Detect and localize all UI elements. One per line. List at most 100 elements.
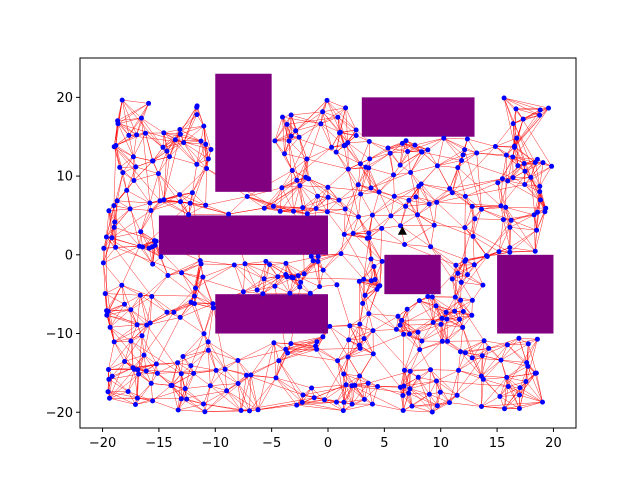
roadmap-node (346, 337, 352, 343)
roadmap-node (425, 294, 431, 299)
roadmap-node (287, 290, 293, 296)
roadmap-node (353, 133, 359, 138)
roadmap-node (542, 209, 548, 215)
roadmap-node (403, 138, 409, 144)
roadmap-node (540, 160, 546, 166)
roadmap-node (528, 174, 534, 180)
roadmap-node (415, 374, 421, 380)
roadmap-node (134, 322, 140, 328)
roadmap-node (115, 118, 121, 124)
roadmap-node (111, 203, 117, 209)
roadmap-node (388, 213, 394, 219)
roadmap-node (370, 328, 376, 334)
roadmap-node (349, 401, 355, 407)
roadmap-node (366, 139, 372, 144)
roadmap-node (260, 291, 266, 297)
roadmap-node (349, 383, 355, 389)
roadmap-node (272, 283, 278, 289)
roadmap-node (357, 321, 363, 327)
roadmap-node (358, 191, 364, 197)
roadmap-node (531, 212, 537, 218)
roadmap-node (182, 386, 188, 392)
roadmap-node (513, 106, 519, 112)
roadmap-node (134, 395, 140, 401)
roadmap-node (499, 176, 505, 182)
roadmap-node (447, 186, 453, 192)
roadmap-node (428, 244, 434, 250)
roadmap-node (470, 233, 476, 239)
roadmap-node (507, 224, 513, 230)
roadmap-node (104, 312, 110, 318)
roadmap-node (409, 403, 415, 409)
roadmap-node (341, 399, 347, 405)
roadmap-node (501, 95, 507, 101)
y-tick-label: 10 (56, 170, 73, 185)
y-tick-label: 20 (56, 91, 73, 106)
roadmap-node (133, 402, 138, 407)
roadmap-node (441, 135, 447, 141)
y-tick-label: 0 (65, 248, 73, 263)
roadmap-node (192, 293, 197, 299)
roadmap-node (484, 253, 489, 259)
roadmap-node (362, 292, 368, 298)
roadmap-node (205, 156, 211, 162)
roadmap-node (193, 285, 198, 291)
roadmap-node (387, 150, 393, 156)
roadmap-node (458, 349, 463, 355)
roadmap-node (318, 121, 324, 127)
roadmap-node (191, 370, 197, 376)
roadmap-node (154, 370, 160, 376)
roadmap-node (254, 287, 260, 293)
roadmap-node (133, 164, 139, 170)
roadmap-node (520, 116, 526, 122)
roadmap-node (178, 396, 184, 402)
roadmap-node (405, 149, 411, 154)
roadmap-node (505, 178, 511, 184)
roadmap-node (148, 380, 154, 386)
roadmap-node (131, 178, 137, 183)
roadmap-node (512, 143, 517, 149)
roadmap-node (415, 329, 421, 335)
roadmap-node (356, 278, 362, 284)
obstacle-rect (158, 215, 328, 255)
roadmap-node (283, 272, 289, 277)
roadmap-node (310, 258, 316, 264)
roadmap-node (538, 197, 543, 203)
roadmap-node (106, 367, 111, 372)
roadmap-node (333, 149, 339, 155)
roadmap-node (122, 301, 127, 307)
x-tick-label: 10 (432, 436, 449, 451)
roadmap-node (175, 360, 181, 366)
roadmap-node (342, 206, 348, 212)
roadmap-node (181, 140, 187, 146)
roadmap-node (271, 340, 277, 346)
roadmap-node (402, 367, 407, 373)
roadmap-node (165, 273, 171, 278)
roadmap-node (400, 408, 406, 413)
roadmap-node (418, 181, 424, 187)
roadmap-node (460, 152, 466, 158)
roadmap-node (105, 308, 111, 314)
roadmap-node (177, 314, 183, 320)
roadmap-node (345, 166, 351, 172)
roadmap-node (205, 339, 211, 345)
x-tick-label: −10 (202, 436, 229, 451)
roadmap-node (188, 363, 194, 369)
roadmap-node (395, 313, 401, 319)
roadmap-node (137, 292, 143, 298)
roadmap-node (452, 308, 458, 314)
roadmap-node (137, 243, 142, 249)
roadmap-node (399, 140, 405, 146)
roadmap-node (283, 346, 289, 352)
roadmap-node (284, 121, 290, 127)
roadmap-node (317, 284, 323, 290)
roadmap-node (149, 294, 155, 299)
roadmap-node (397, 322, 403, 328)
roadmap-node (143, 368, 149, 374)
y-tick-label: −20 (46, 406, 73, 421)
roadmap-node (146, 100, 152, 106)
roadmap-node (407, 331, 412, 337)
roadmap-node (313, 206, 319, 211)
roadmap-node (391, 193, 397, 199)
